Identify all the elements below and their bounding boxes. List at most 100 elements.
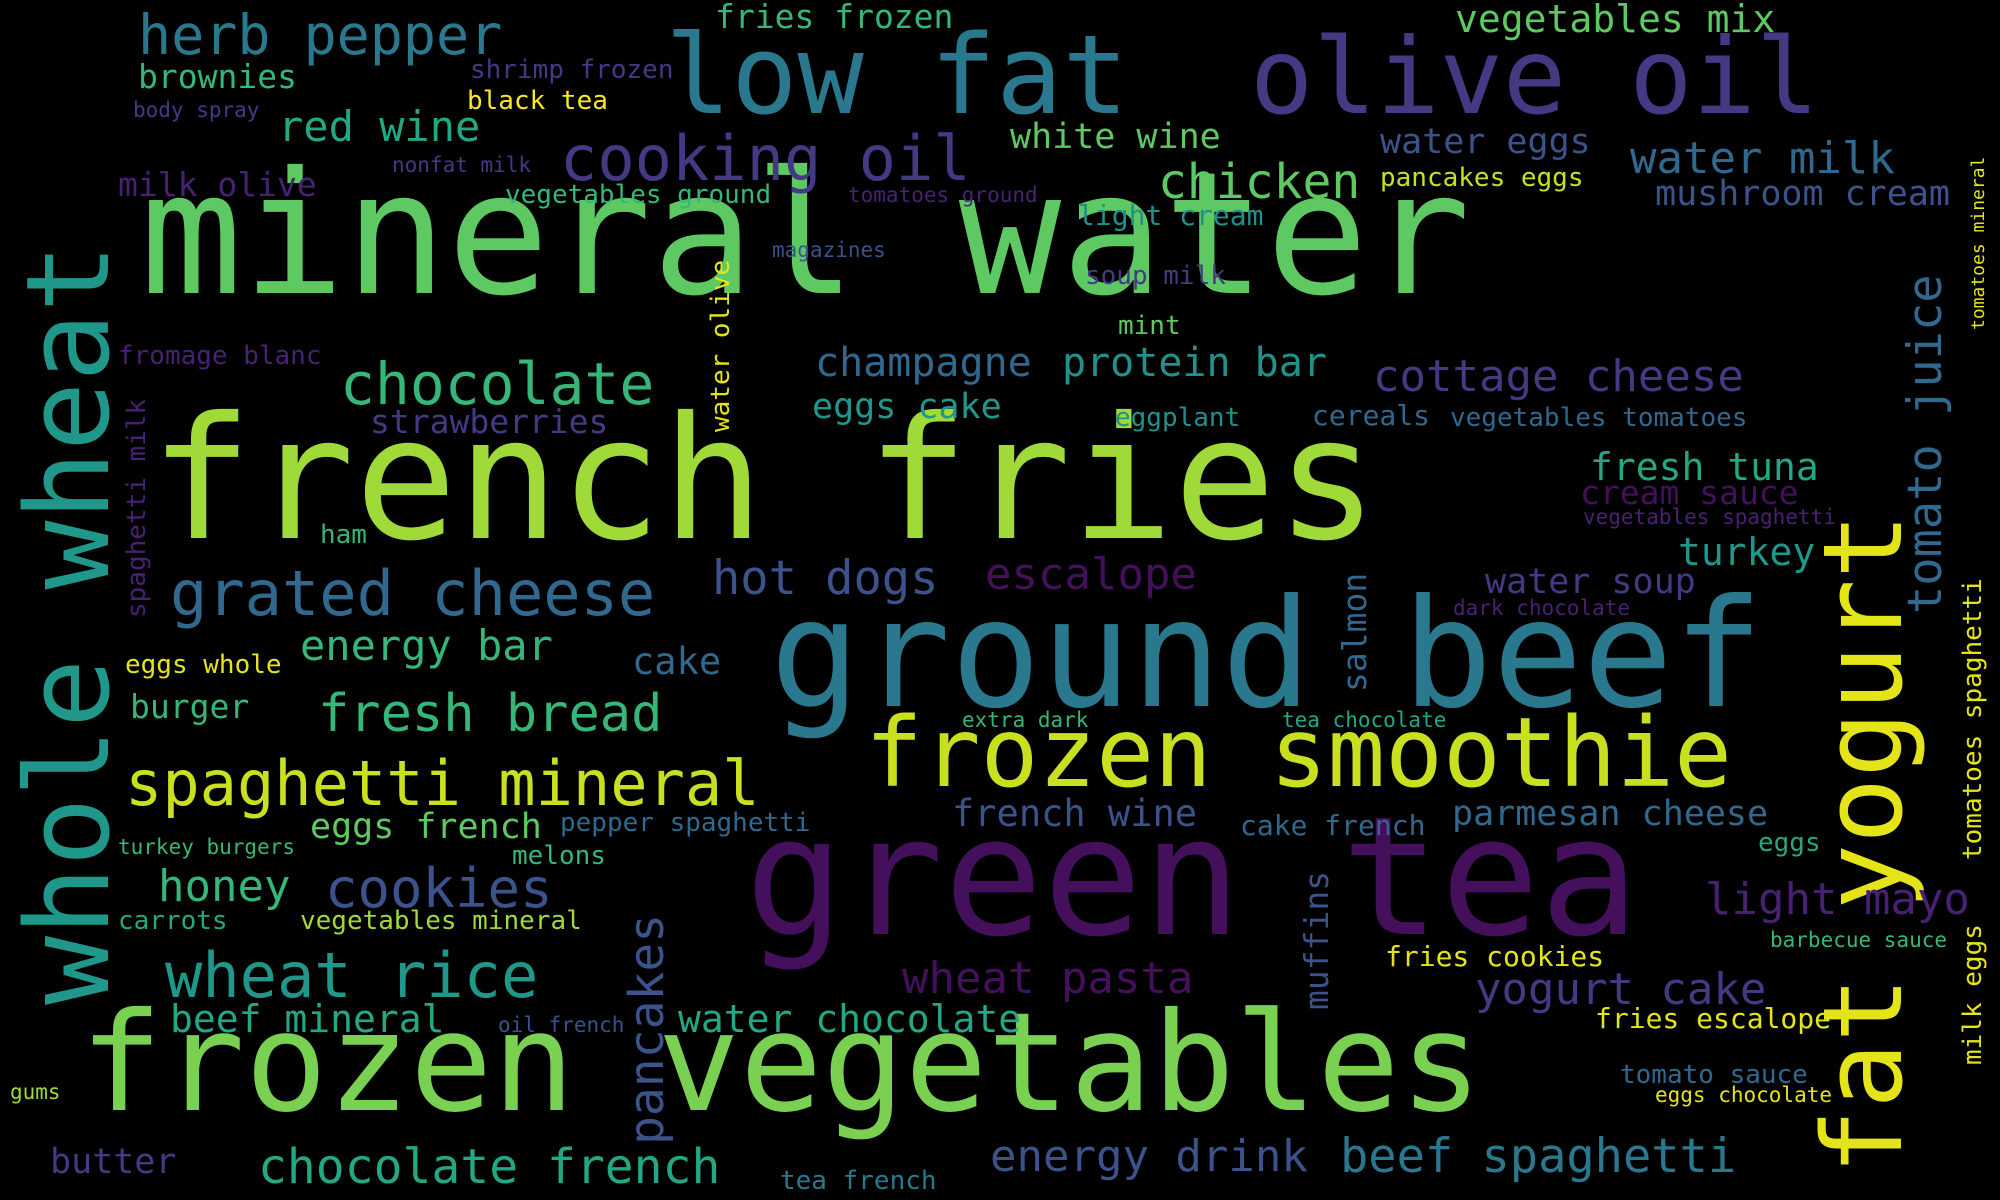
word-dark-chocolate: dark chocolate — [1453, 596, 1631, 620]
word-eggs: eggs — [1758, 828, 1821, 858]
word-beef-spaghetti: beef spaghetti — [1340, 1129, 1737, 1184]
word-fromage-blanc: fromage blanc — [118, 341, 322, 371]
word-salmon: salmon — [1335, 572, 1374, 692]
word-carrots: carrots — [118, 906, 228, 936]
word-gums: gums — [10, 1080, 61, 1104]
word-mineral-water: mineral water — [140, 136, 1471, 334]
word-wheat-pasta: wheat pasta — [902, 953, 1194, 1004]
word-eggs-french: eggs french — [310, 807, 542, 847]
word-chocolate-french: chocolate french — [258, 1139, 721, 1195]
word-olive-oil: olive oil — [1250, 16, 1819, 138]
word-burger: burger — [130, 687, 250, 726]
word-oil-french: oil french — [498, 1013, 625, 1037]
word-vegetables-mineral: vegetables mineral — [300, 906, 582, 936]
word-herb-pepper: herb pepper — [138, 3, 503, 67]
word-eggs-whole: eggs whole — [125, 650, 282, 680]
word-cooking-oil: cooking oil — [560, 122, 971, 195]
word-frozen-vegetables: frozen vegetables — [80, 984, 1483, 1143]
word-turkey: turkey — [1678, 530, 1816, 574]
word-light-mayo: light mayo — [1705, 874, 1970, 925]
word-cottage-cheese: cottage cheese — [1373, 351, 1744, 402]
word-cream-sauce: cream sauce — [1580, 473, 1799, 512]
word-tea-chocolate: tea chocolate — [1282, 708, 1447, 732]
word-fries-cookies: fries cookies — [1385, 940, 1605, 973]
word-cake: cake — [632, 640, 722, 683]
word-extra-dark: extra dark — [962, 708, 1089, 732]
word-barbecue-sauce: barbecue sauce — [1770, 928, 1948, 952]
word-mushroom-cream: mushroom cream — [1655, 174, 1951, 214]
word-honey: honey — [158, 861, 291, 912]
word-french-wine: french wine — [952, 792, 1198, 835]
word-chocolate: chocolate — [340, 350, 655, 418]
word-eggs-chocolate: eggs chocolate — [1655, 1083, 1833, 1107]
word-tomatoes-mineral: tomatoes mineral — [1968, 156, 1989, 330]
word-vegetables-ground: vegetables ground — [505, 180, 772, 210]
word-red-wine: red wine — [278, 102, 481, 151]
word-energy-bar: energy bar — [300, 621, 553, 670]
word-water-eggs: water eggs — [1380, 122, 1591, 162]
word-pancakes: pancakes — [619, 913, 675, 1145]
word-beef-mineral: beef mineral — [170, 997, 445, 1041]
word-pepper-spaghetti: pepper spaghetti — [560, 808, 811, 838]
word-ham: ham — [320, 520, 367, 550]
word-white-wine: white wine — [1010, 117, 1221, 157]
word-frozen-smoothie: frozen smoothie — [865, 697, 1732, 809]
word-yogurt-cake: yogurt cake — [1475, 964, 1767, 1015]
word-shrimp-frozen: shrimp frozen — [470, 55, 674, 85]
word-vegetables-spaghetti: vegetables spaghetti — [1583, 505, 1836, 529]
word-vegetables-mix: vegetables mix — [1455, 0, 1776, 41]
word-hot-dogs: hot dogs — [712, 551, 939, 606]
word-butter: butter — [50, 1142, 177, 1182]
word-tomatoes-spaghetti: tomatoes spaghetti — [1958, 578, 1988, 860]
word-melons: melons — [512, 841, 606, 871]
word-water-chocolate: water chocolate — [678, 997, 1022, 1041]
word-fresh-bread: fresh bread — [318, 684, 663, 744]
word-turkey-burgers: turkey burgers — [118, 835, 296, 859]
word-escalope: escalope — [985, 549, 1197, 600]
word-whole-wheat: whole wheat — [2, 243, 136, 1005]
word-spaghetti-mineral: spaghetti mineral — [125, 747, 760, 820]
word-ground-beef: ground beef — [770, 568, 1764, 742]
word-body-spray: body spray — [133, 98, 260, 122]
word-tomato-sauce: tomato sauce — [1620, 1060, 1808, 1090]
word-protein-bar: protein bar — [1062, 340, 1327, 386]
word-eggplant: eggplant — [1115, 403, 1241, 433]
word-cake-french: cake french — [1240, 809, 1426, 842]
word-cookies: cookies — [325, 857, 553, 920]
word-water-milk: water milk — [1630, 133, 1895, 184]
word-tomato-juice: tomato juice — [1898, 274, 1953, 614]
word-magazines: magazines — [772, 238, 886, 262]
word-wheat-rice: wheat rice — [165, 939, 539, 1012]
word-light-cream: light cream — [1078, 199, 1264, 232]
word-tea-french: tea french — [780, 1166, 937, 1196]
word-water-olive: water olive — [706, 259, 736, 432]
word-eggs-cake: eggs cake — [812, 387, 1002, 427]
word-tomatoes-ground: tomatoes ground — [848, 183, 1038, 207]
word-black-tea: black tea — [467, 86, 608, 116]
word-champagne: champagne — [815, 340, 1032, 386]
word-mint: mint — [1118, 311, 1181, 341]
word-pancakes-eggs: pancakes eggs — [1380, 163, 1584, 193]
word-french-fries: french fries — [150, 381, 1379, 579]
word-water-soup: water soup — [1485, 562, 1696, 602]
word-spaghetti-milk: spaghetti milk — [122, 398, 152, 618]
word-cereals: cereals — [1312, 399, 1431, 432]
word-fresh-tuna: fresh tuna — [1590, 445, 1819, 489]
word-fries-frozen: fries frozen — [715, 0, 954, 36]
word-low-fat: low fat — [665, 11, 1129, 139]
word-grated-cheese: grated cheese — [170, 557, 656, 630]
word-nonfat-milk: nonfat milk — [392, 153, 532, 177]
word-soup-milk: soup milk — [1085, 261, 1226, 291]
word-parmesan-cheese: parmesan cheese — [1452, 794, 1769, 834]
word-energy-drink: energy drink — [990, 1131, 1308, 1182]
word-strawberries: strawberries — [370, 402, 609, 441]
word-brownies: brownies — [138, 57, 297, 96]
word-fries-escalope: fries escalope — [1595, 1002, 1832, 1035]
word-muffins: muffins — [1297, 870, 1336, 1010]
word-chicken: chicken — [1158, 154, 1361, 210]
word-vegetables-tomatoes: vegetables tomatoes — [1450, 403, 1748, 433]
word-milk-eggs: milk eggs — [1958, 924, 1988, 1065]
word-milk-olive: milk olive — [118, 165, 317, 204]
word-green-tea: green tea — [745, 781, 1640, 973]
